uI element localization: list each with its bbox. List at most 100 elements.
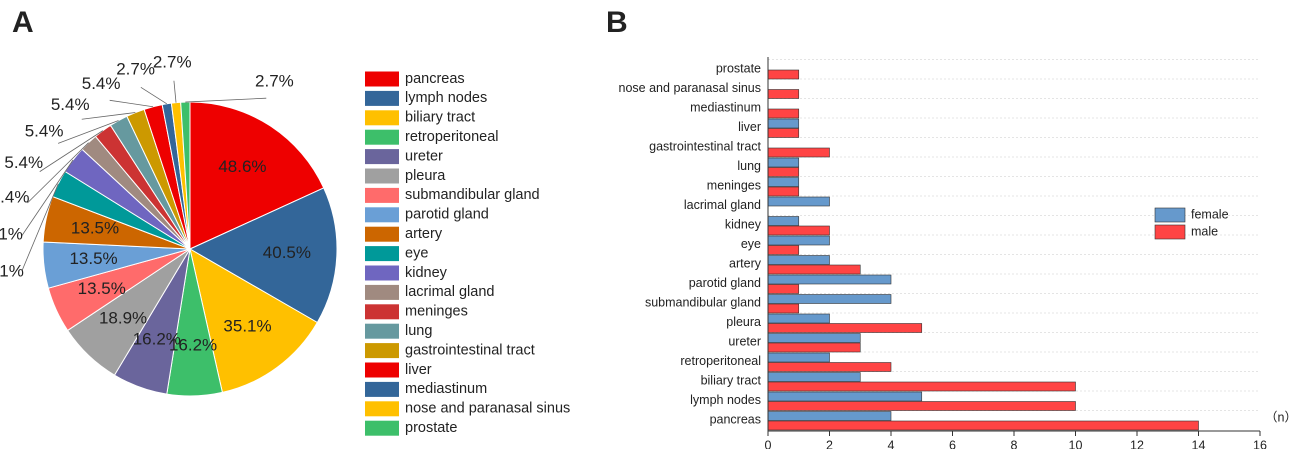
legend-swatch (365, 246, 399, 262)
legend-label: liver (405, 362, 432, 378)
legend-swatch (365, 149, 399, 165)
bar (767, 255, 830, 265)
slice-label: 5.4% (25, 122, 64, 141)
legend-swatch (365, 129, 399, 145)
x-axis-label: （n） (1265, 410, 1297, 424)
leader-line (173, 80, 177, 103)
legend-swatch (365, 265, 399, 281)
slice-label: 8.1% (0, 262, 24, 281)
legend-label: female (1191, 207, 1229, 221)
y-tick-label: mediastinum (690, 100, 761, 114)
legend-swatch (1154, 224, 1186, 240)
leader-line (140, 86, 167, 105)
slice-label: 8.1% (0, 224, 23, 243)
y-tick-label: ureter (728, 334, 761, 348)
bar (767, 391, 923, 402)
legend-swatch (365, 168, 399, 184)
pie-slice (188, 187, 338, 324)
slice-label: 40.5% (263, 243, 311, 262)
slice-label: 35.1% (223, 317, 271, 336)
slice-label: 2.7% (255, 72, 294, 91)
y-tick-label: lacrimal gland (684, 198, 761, 212)
leader-line (21, 183, 59, 271)
bar (767, 362, 892, 372)
y-tick-label: biliary tract (701, 373, 762, 387)
legend-label: eye (405, 245, 428, 261)
bar (767, 352, 830, 363)
slice-label: 2.7% (153, 52, 192, 71)
bar (767, 313, 830, 324)
slice-label: 18.9% (99, 309, 147, 328)
legend-label: kidney (405, 265, 448, 281)
leader-line (81, 112, 136, 120)
x-tick-label: 12 (1130, 438, 1144, 449)
x-tick-label: 10 (1069, 438, 1083, 449)
leader-line (21, 159, 74, 237)
legend-swatch (365, 401, 399, 417)
legend-swatch (365, 284, 399, 300)
legend-label: lymph nodes (405, 90, 487, 106)
bar (767, 284, 800, 294)
legend-label: pleura (405, 168, 446, 184)
legend-label: male (1191, 224, 1218, 238)
legend-swatch (365, 226, 399, 242)
x-tick-label: 4 (888, 438, 895, 449)
legend-label: submandibular gland (405, 187, 540, 203)
bar (767, 274, 892, 285)
bar (767, 69, 800, 80)
y-tick-label: eye (741, 237, 761, 251)
bar (767, 264, 861, 275)
legend-swatch (365, 323, 399, 339)
legend-swatch (365, 90, 399, 106)
y-tick-label: lung (737, 159, 761, 173)
bar (767, 323, 923, 333)
y-tick-label: parotid gland (689, 276, 761, 290)
y-tick-label: retroperitoneal (680, 354, 761, 368)
slice-label: 13.5% (78, 279, 126, 298)
bar (767, 196, 830, 207)
legend-label: artery (405, 226, 443, 242)
bar (767, 381, 1076, 392)
legend-label: retroperitoneal (405, 129, 499, 145)
x-tick-label: 2 (826, 438, 833, 449)
x-tick-label: 16 (1253, 438, 1267, 449)
legend-label: mediastinum (405, 381, 487, 397)
legend-label: pancreas (405, 71, 465, 87)
y-tick-label: artery (729, 256, 762, 270)
bar (767, 245, 800, 255)
x-tick-label: 8 (1011, 438, 1018, 449)
bar (767, 294, 892, 304)
slice-label: 16.2% (169, 335, 217, 354)
legend-label: lung (405, 323, 432, 339)
pie-slice (189, 247, 318, 393)
legend-swatch (365, 207, 399, 223)
legend-swatch (365, 71, 399, 87)
panel-label: A (12, 6, 34, 39)
bar (767, 342, 861, 353)
legend-swatch (365, 343, 399, 359)
slice-label: 13.5% (69, 249, 117, 268)
bar (767, 372, 861, 382)
legend-label: parotid gland (405, 207, 489, 223)
leader-line (39, 130, 104, 172)
y-tick-label: prostate (716, 61, 761, 75)
x-tick-label: 6 (949, 438, 956, 449)
legend-label: lacrimal gland (405, 284, 494, 300)
legend-swatch (365, 362, 399, 378)
slice-label: 5.4% (82, 74, 121, 93)
bar (767, 225, 830, 236)
legend-label: prostate (405, 420, 457, 436)
legend-label: nose and paranasal sinus (405, 401, 570, 417)
bar (767, 157, 800, 168)
slice-label: 5.4% (51, 95, 90, 114)
leader-line (57, 120, 119, 144)
bar (767, 128, 800, 138)
leader-line (27, 142, 89, 204)
slice-label: 13.5% (71, 219, 119, 238)
bar (767, 303, 800, 314)
legend-swatch (365, 381, 399, 397)
y-tick-label: kidney (725, 217, 762, 231)
y-tick-label: pleura (726, 315, 761, 329)
bar (767, 186, 800, 197)
